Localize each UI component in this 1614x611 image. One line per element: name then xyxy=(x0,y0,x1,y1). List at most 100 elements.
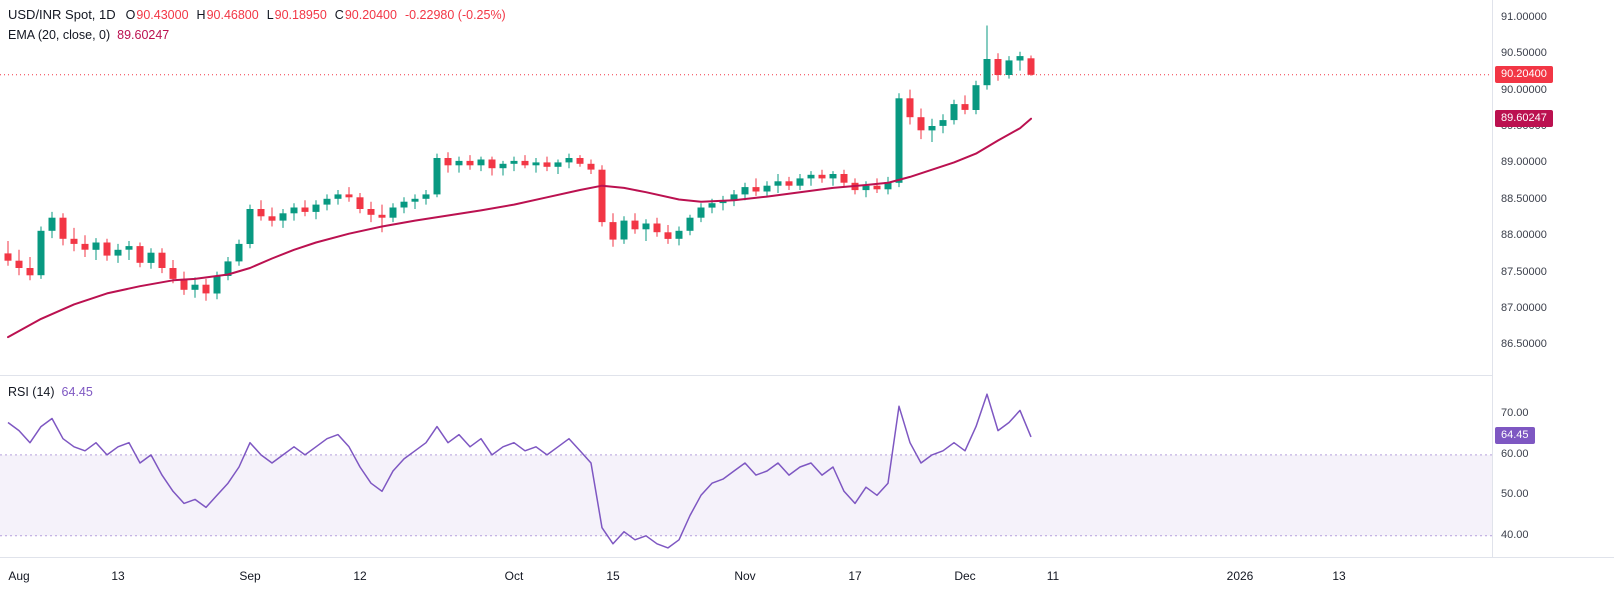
rsi-chart[interactable] xyxy=(0,376,1492,558)
candle-body xyxy=(290,207,298,214)
symbol-row[interactable]: USD/INR Spot, 1D O90.43000 H90.46800 L90… xyxy=(8,4,506,25)
ema-legend-row[interactable]: EMA (20, close, 0) 89.60247 xyxy=(8,25,506,45)
candle-body xyxy=(15,260,23,268)
candle-body xyxy=(345,194,353,198)
candle-body xyxy=(26,268,34,276)
candle-body xyxy=(477,159,485,166)
candle-body xyxy=(202,284,210,294)
candle-body xyxy=(587,163,595,170)
candle-body xyxy=(279,213,287,221)
candle-body xyxy=(125,246,133,250)
candle-body xyxy=(862,185,870,191)
candle-body xyxy=(378,214,386,218)
candle-body xyxy=(59,217,67,239)
candle-body xyxy=(147,252,155,263)
candle-body xyxy=(499,163,507,169)
candle-body xyxy=(422,194,430,199)
rsi-indicator-pane[interactable]: RSI (14) 64.45 xyxy=(0,375,1492,557)
candle-body xyxy=(642,223,650,230)
time-axis-minor-label: 11 xyxy=(1046,569,1060,583)
change-value: -0.22980 (-0.25%) xyxy=(404,7,506,22)
candle-body xyxy=(829,174,837,179)
candle-body xyxy=(653,223,661,233)
candle-body xyxy=(807,174,815,179)
candle-body xyxy=(906,98,914,118)
price-axis-label: 89.00000 xyxy=(1501,156,1547,168)
open-value: O90.43000 xyxy=(125,7,189,22)
candle-body xyxy=(191,284,199,290)
candle-body xyxy=(521,160,529,166)
candle-body xyxy=(400,201,408,208)
time-axis-minor-label: 13 xyxy=(111,569,125,583)
price-axis-label: 90.50000 xyxy=(1501,47,1547,59)
candle-body xyxy=(928,126,936,131)
time-axis-major-label: Dec xyxy=(954,569,976,583)
candle-body xyxy=(367,209,375,215)
candle-body xyxy=(114,249,122,256)
rsi-value: 64.45 xyxy=(61,385,93,399)
candle-body xyxy=(433,158,441,195)
close-value: C90.20400 xyxy=(334,7,397,22)
candle-body xyxy=(312,204,320,212)
candle-body xyxy=(488,159,496,169)
candle-body xyxy=(532,162,540,166)
ema-line xyxy=(7,117,1032,339)
candle-body xyxy=(180,278,188,290)
candle-body xyxy=(169,268,177,279)
candle-body xyxy=(730,194,738,201)
candle-body xyxy=(950,104,958,121)
low-value: L90.18950 xyxy=(266,7,327,22)
candle-body xyxy=(697,207,705,218)
candle-body xyxy=(664,232,672,239)
price-axis-scale[interactable]: 40.00 50.00 60.00 70.00 86.50000 87.00000 87.5… xyxy=(1492,0,1614,557)
ema-value-badge: 89.60247 xyxy=(1495,110,1553,127)
candle-body xyxy=(246,209,254,244)
candle-body xyxy=(609,222,617,240)
price-axis-label: 86.50000 xyxy=(1501,338,1547,350)
candle-body xyxy=(257,209,265,217)
rsi-axis-label: 50.00 xyxy=(1501,488,1529,500)
rsi-line xyxy=(7,393,1032,549)
rsi-axis-label: 60.00 xyxy=(1501,448,1529,460)
candle-body xyxy=(895,98,903,183)
candle-body xyxy=(598,169,606,223)
candle-body xyxy=(686,217,694,231)
rsi-band xyxy=(0,454,1492,536)
candle-body xyxy=(466,160,474,166)
rsi-value-badge: 64.45 xyxy=(1495,427,1535,444)
candle-body xyxy=(620,220,628,240)
candle-body xyxy=(411,198,419,202)
candle-body xyxy=(334,194,342,199)
main-legend: USD/INR Spot, 1D O90.43000 H90.46800 L90… xyxy=(8,4,506,45)
candle-body xyxy=(939,120,947,126)
rsi-legend-row[interactable]: RSI (14) 64.45 xyxy=(8,382,93,402)
candle-body xyxy=(356,197,364,209)
rsi-axis-label: 40.00 xyxy=(1501,529,1529,541)
candle-body xyxy=(301,207,309,212)
candle-body xyxy=(389,207,397,218)
candle-body xyxy=(752,187,760,192)
price-axis-label: 87.00000 xyxy=(1501,302,1547,314)
candle-body xyxy=(4,253,12,261)
rsi-label: RSI (14) xyxy=(8,385,55,399)
candle-body xyxy=(565,158,573,163)
time-axis-major-label: Nov xyxy=(734,569,756,583)
candle-body xyxy=(136,246,144,263)
time-axis-minor-label: 15 xyxy=(606,569,620,583)
candle-body xyxy=(268,216,276,221)
main-price-pane[interactable]: USD/INR Spot, 1D O90.43000 H90.46800 L90… xyxy=(0,0,1492,375)
candle-body xyxy=(1005,60,1013,75)
price-axis-label: 87.50000 xyxy=(1501,266,1547,278)
candle-body xyxy=(1016,56,1024,61)
candle-body xyxy=(741,187,749,195)
price-axis-label: 88.00000 xyxy=(1501,229,1547,241)
candle-body xyxy=(444,158,452,166)
candle-body xyxy=(983,59,991,86)
candle-body xyxy=(708,203,716,208)
time-axis-scale[interactable]: Aug 13 Sep 12 Oct 15 Nov 17 Dec 11 2026 13 xyxy=(0,557,1614,611)
symbol-interval-button[interactable]: USD/INR Spot, 1D xyxy=(8,7,116,22)
ema-value: 89.60247 xyxy=(117,28,170,42)
current-price-badge: 90.20400 xyxy=(1495,66,1553,83)
candlestick-chart[interactable] xyxy=(0,0,1492,375)
